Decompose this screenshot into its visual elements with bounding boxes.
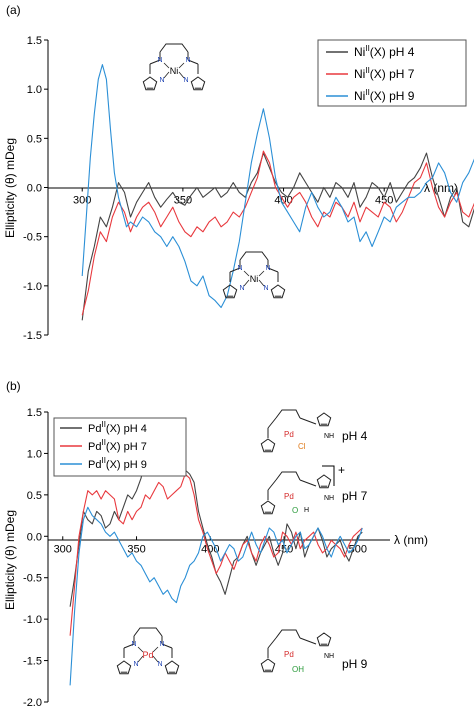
panel-b-y-tick-label: -1.5 (23, 656, 42, 668)
panel-b-y-tick-label: 0.0 (27, 531, 42, 543)
panel-a-series-line-3 (81, 64, 474, 309)
panel-a-y-tick-label: 0.0 (27, 183, 42, 195)
pd-macro-n-label-1: N (131, 641, 136, 648)
panel-b-y-tick-label: 0.5 (27, 490, 42, 502)
ni-n-label-2: N (185, 57, 190, 64)
panel-a-xlabel: λ (nm) (424, 181, 458, 195)
panel-a-y-tick-label: -1.5 (23, 330, 42, 342)
pd-macrocycle-structure: Pd N N N N (116, 627, 180, 675)
panel-b: (b) Ellipticity (θ) mDeg -2.0 -1.5 -1.0 -0.… (3, 379, 428, 706)
panel-a-series-line-1 (81, 152, 474, 321)
panel-a-x-tick-label: 300 (73, 195, 91, 207)
panel-b-label: (b) (6, 379, 21, 393)
ni2-n-label-1: N (237, 265, 242, 272)
ni2-n-label-3: N (239, 285, 244, 292)
ni-center-label: Ni (170, 66, 179, 76)
panel-a-y-tick-label: 1.5 (27, 35, 42, 47)
pd-structure-ph4: Pd Cl NH (260, 409, 334, 453)
panel-a-y-tick-label: -1.0 (23, 281, 42, 293)
panel-b-y-tick-label: -2.0 (23, 697, 42, 706)
ph9-annotation: pH 9 (342, 657, 368, 671)
panel-b-x-tick-label: 350 (127, 543, 145, 555)
h-label-ph7: H (304, 507, 309, 514)
pd-macro-n-label-4: N (157, 661, 162, 668)
panel-a: (a) Ellipticity (θ) mDeg -1.5 -1.0 -0.5 0.0… (3, 3, 474, 342)
nh-label-ph7: NH (324, 495, 334, 502)
pd-macro-n-label-2: N (159, 641, 164, 648)
panel-a-label: (a) (6, 3, 21, 17)
ni-n-label-4: N (183, 77, 188, 84)
pd-structure-ph7: Pd O H NH (260, 471, 334, 515)
ni-n-label-1: N (157, 57, 162, 64)
panel-a-series-line-2 (81, 150, 474, 316)
panel-b-legend-label-3: PdII(X) pH 9 (88, 456, 147, 471)
panel-a-y-tick-label: -0.5 (23, 232, 42, 244)
panel-a-x-tick-label: 350 (174, 195, 192, 207)
o-label: O (292, 506, 298, 515)
pd-macro-n-label-3: N (133, 661, 138, 668)
panel-b-y-ticks: -2.0 -1.5 -1.0 -0.5 0.0 0.5 1.0 1.5 (23, 407, 48, 706)
panel-a-legend: NiII(X) pH 4 NiII(X) pH 7 NiII(X) pH 9 (317, 39, 467, 107)
panel-b-series-line-3 (69, 506, 363, 686)
charge-plus: + (338, 463, 345, 477)
panel-a-y-tick-label: 0.5 (27, 133, 42, 145)
ni2-n-label-2: N (265, 265, 270, 272)
panel-b-legend-label-2: PdII(X) pH 7 (88, 438, 147, 453)
ph4-annotation: pH 4 (342, 429, 368, 443)
panel-b-y-tick-label: -1.0 (23, 614, 42, 626)
oh-label: OH (292, 665, 304, 674)
panel-b-legend-entries: PdII(X) pH 4 PdII(X) pH 7 PdII(X) pH 9 (60, 420, 147, 471)
panel-a-ylabel: Ellipticity (θ) mDeg (3, 138, 17, 238)
cl-label: Cl (298, 442, 306, 451)
panel-a-legend-entries: NiII(X) pH 4 NiII(X) pH 7 NiII(X) pH 9 (326, 44, 415, 103)
nh-label-ph4: NH (324, 433, 334, 440)
panel-a-legend-label-1: NiII(X) pH 4 (354, 44, 415, 59)
pd-label-ph9: Pd (284, 650, 294, 659)
panel-a-y-ticks: -1.5 -1.0 -0.5 0.0 0.5 1.0 1.5 (23, 35, 48, 342)
pd-structure-ph9: Pd OH NH (260, 629, 334, 674)
ph7-annotation: pH 7 (342, 489, 368, 503)
panel-a-y-tick-label: 1.0 (27, 84, 42, 96)
panel-b-x-tick-label: 300 (54, 543, 72, 555)
panel-b-series (69, 440, 363, 686)
panel-b-ylabel: Ellipticity (θ) mDeg (3, 510, 17, 610)
panel-b-y-tick-label: 1.5 (27, 407, 42, 419)
panel-a-legend-label-3: NiII(X) pH 9 (354, 88, 415, 103)
ni-macrocycle-structure-bottom: Ni N N N N (222, 251, 286, 299)
panel-b-legend-label-1: PdII(X) pH 4 (88, 420, 147, 435)
panel-a-legend-label-2: NiII(X) pH 7 (354, 66, 415, 81)
panel-a-series (81, 64, 474, 321)
pd-label-ph4: Pd (284, 430, 294, 439)
ni-n-label-3: N (159, 77, 164, 84)
charge-bracket (322, 465, 335, 486)
panel-b-y-tick-label: -0.5 (23, 573, 42, 585)
pd-label-ph7: Pd (284, 492, 294, 501)
panel-b-x-tick-label: 500 (349, 543, 367, 555)
panel-b-legend: PdII(X) pH 4 PdII(X) pH 7 PdII(X) pH 9 (53, 417, 187, 477)
panel-b-series-line-2 (69, 473, 363, 636)
panel-a-legend-box (317, 39, 467, 107)
pd-macro-center-label: Pd (142, 650, 153, 660)
ni2-n-label-4: N (263, 285, 268, 292)
panel-b-y-tick-label: 1.0 (27, 448, 42, 460)
ni-macrocycle-structure-top: Ni N N N N (142, 43, 206, 91)
panel-b-xlabel: λ (nm) (394, 533, 428, 547)
nh-label-ph9: NH (324, 653, 334, 660)
panel-a-x-tick-label: 450 (375, 195, 393, 207)
ni-center-label-2: Ni (250, 274, 259, 284)
